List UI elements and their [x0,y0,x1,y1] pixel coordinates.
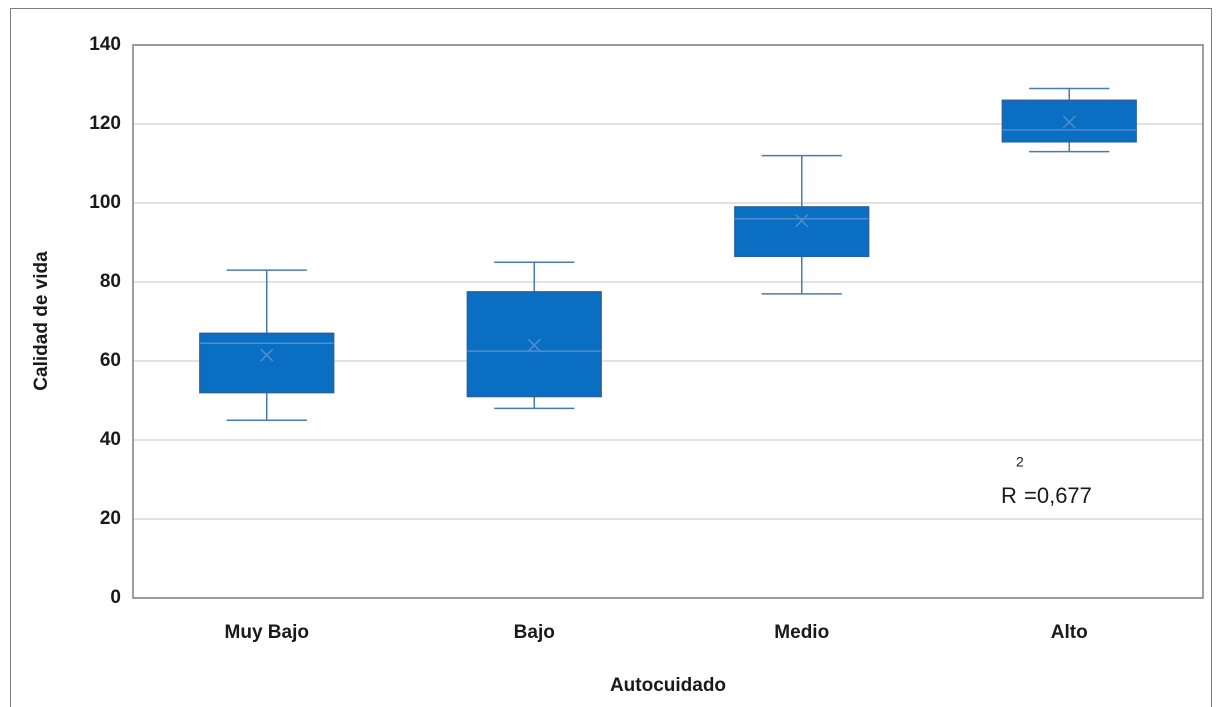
y-tick-label: 100 [89,192,121,213]
x-tick-label: Bajo [514,622,555,643]
mean-marker [795,214,809,228]
mean-marker [527,338,541,352]
y-tick-label: 60 [100,350,121,371]
plot-area [132,44,1204,599]
y-tick-label: 0 [110,587,121,608]
x-axis-label: Autocuidado [610,675,726,696]
x-tick-label: Medio [774,622,829,643]
frame [10,8,1212,707]
mean-marker [1062,115,1076,129]
annotation-rest: =0,677 [1024,483,1092,508]
y-axis-label: Calidad de vida [31,251,52,391]
box [199,332,335,394]
y-tick-label: 40 [100,429,121,450]
annotation-sup: 2 [1016,454,1024,470]
box [734,206,870,258]
y-tick-label: 120 [89,113,121,134]
y-tick-label: 140 [89,34,121,55]
annotation-base: R [1001,483,1017,508]
y-tick-label: 80 [100,271,121,292]
x-tick-label: Muy Bajo [225,622,309,643]
mean-marker [260,348,274,362]
x-tick-label: Alto [1051,622,1088,643]
y-tick-label: 20 [100,508,121,529]
